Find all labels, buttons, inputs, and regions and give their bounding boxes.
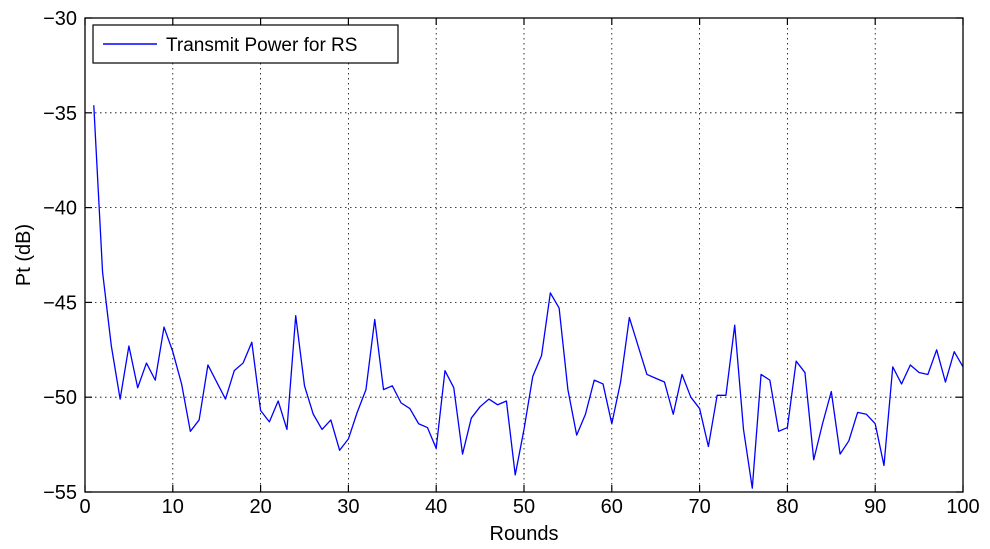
x-tick-label: 80 — [776, 496, 798, 518]
x-tick-label: 40 — [425, 496, 447, 518]
grid-lines — [85, 18, 963, 492]
x-tick-label: 20 — [249, 496, 271, 518]
x-tick-label: 100 — [946, 496, 979, 518]
y-tick-label: −30 — [43, 8, 77, 30]
plot-area — [93, 105, 964, 489]
x-axis-title: Rounds — [490, 523, 559, 545]
x-tick-label: 50 — [513, 496, 535, 518]
x-tick-label: 60 — [601, 496, 623, 518]
series-line — [93, 105, 964, 489]
y-tick-label: −55 — [43, 482, 77, 504]
y-tick-label: −40 — [43, 198, 77, 220]
legend: Transmit Power for RS — [92, 24, 399, 64]
y-tick-label: −45 — [43, 292, 77, 314]
x-tick-label: 30 — [337, 496, 359, 518]
x-tick-label: 0 — [79, 496, 90, 518]
y-tick-label: −35 — [43, 103, 77, 125]
y-axis-title: Pt (dB) — [13, 224, 35, 286]
legend-entry: Transmit Power for RS — [166, 35, 357, 56]
x-tick-label: 10 — [162, 496, 184, 518]
y-tick-label: −50 — [43, 387, 77, 409]
axis-ticks: 0 10 20 30 40 50 60 70 80 90 100 −55 −50 −45 −40 −35 −30 — [43, 8, 980, 518]
x-tick-label: 90 — [864, 496, 886, 518]
x-tick-label: 70 — [688, 496, 710, 518]
